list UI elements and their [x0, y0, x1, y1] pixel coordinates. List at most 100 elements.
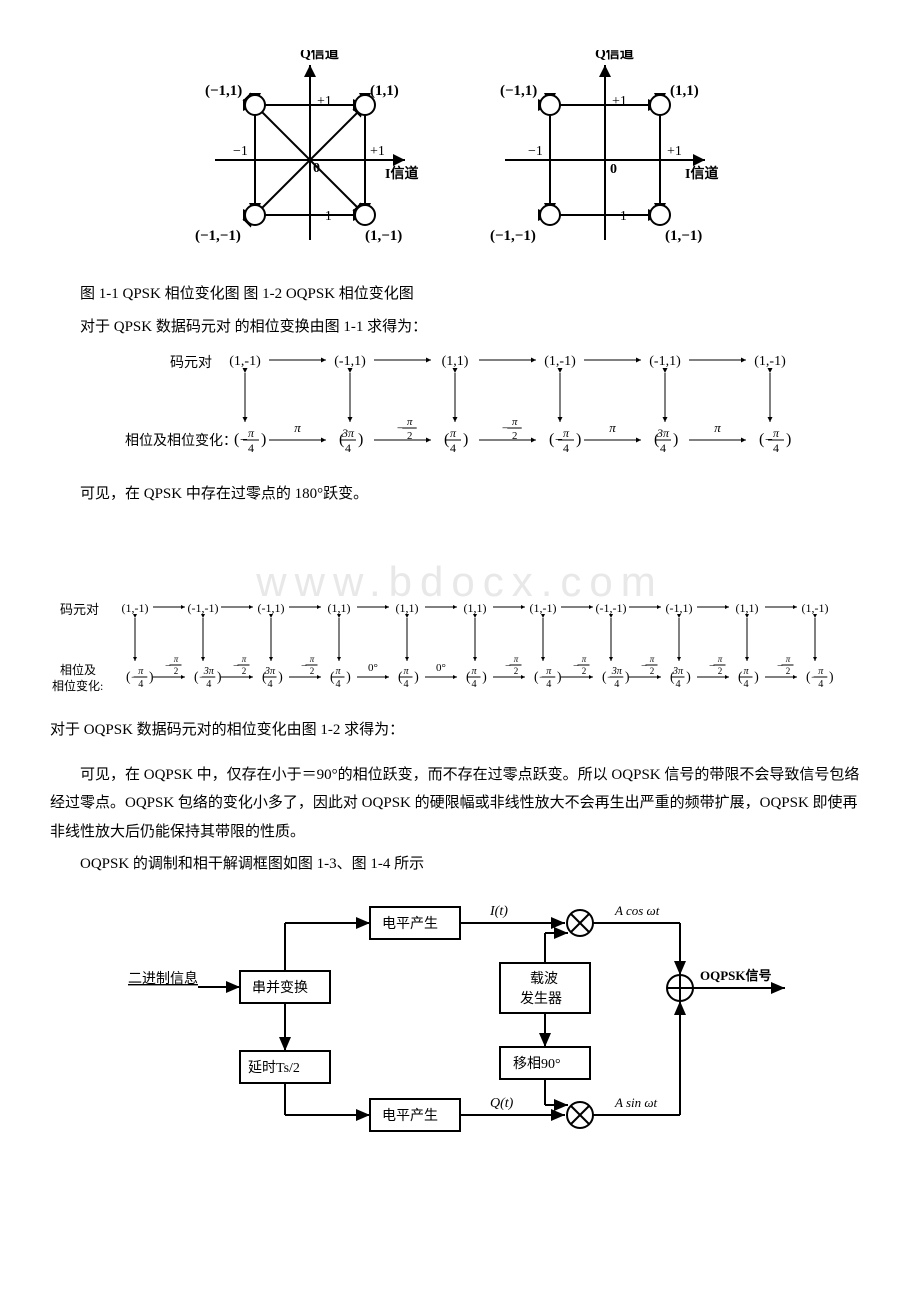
svg-text:(: (: [759, 431, 764, 448]
svg-text:+1: +1: [317, 94, 332, 109]
svg-text:2: 2: [650, 666, 655, 676]
svg-text:2: 2: [407, 430, 412, 442]
svg-text:+1: +1: [370, 144, 385, 159]
svg-text:2: 2: [310, 666, 315, 676]
svg-text:2: 2: [514, 666, 519, 676]
svg-text:π: π: [546, 666, 552, 677]
para-180: 可见，在 QPSK 中存在过零点的 180°跃变。: [50, 480, 870, 509]
svg-text:−: −: [505, 661, 511, 672]
qpsk-sequence: 码元对 相位及相位变化： (1,-1)(−π4)(-1,1)(3π4)π(1,1…: [50, 345, 870, 465]
svg-text:4: 4: [248, 441, 254, 455]
svg-text:): ): [278, 669, 283, 685]
svg-text:I(t): I(t): [489, 904, 508, 919]
svg-text:相位变化:: 相位变化:: [52, 678, 103, 693]
svg-text:(1,1): (1,1): [396, 601, 419, 615]
svg-text:串并变换: 串并变换: [252, 979, 308, 996]
svg-text:Q(t): Q(t): [490, 1096, 514, 1111]
svg-text:0°: 0°: [436, 662, 446, 674]
svg-text:π: π: [650, 654, 655, 664]
svg-text:−: −: [641, 661, 647, 672]
svg-text:): ): [217, 669, 222, 685]
svg-text:−1: −1: [528, 144, 543, 159]
svg-text:(-1,1): (-1,1): [649, 354, 681, 369]
svg-text:π: π: [471, 666, 477, 677]
svg-text:(: (: [549, 431, 554, 448]
svg-text:4: 4: [450, 441, 456, 455]
svg-text:(-1,-1): (-1,-1): [596, 601, 627, 615]
svg-text:4: 4: [563, 441, 569, 455]
svg-text:载波: 载波: [530, 971, 558, 987]
svg-text:π: π: [310, 654, 315, 664]
svg-text:−: −: [165, 661, 171, 672]
svg-text:−: −: [709, 661, 715, 672]
svg-text:+1: +1: [612, 94, 627, 109]
svg-text:2: 2: [174, 666, 179, 676]
svg-text:3π: 3π: [203, 666, 215, 677]
svg-text:3π: 3π: [672, 666, 684, 677]
svg-text:3π: 3π: [341, 426, 355, 440]
svg-text:4: 4: [818, 679, 823, 690]
svg-text:π: π: [294, 420, 301, 435]
svg-text:): ): [686, 669, 691, 685]
svg-text:π: π: [403, 666, 409, 677]
svg-text:4: 4: [471, 679, 476, 690]
svg-text:3π: 3π: [264, 666, 276, 677]
svg-text:2: 2: [582, 666, 587, 676]
svg-text:π: π: [582, 654, 587, 664]
constellation-figures: Q信道 I信道 (−1,1) (1,1) (−1,−1) (1,−1) +1 +…: [50, 50, 870, 260]
svg-text:(−1,−1): (−1,−1): [490, 228, 536, 244]
svg-text:(1,1): (1,1): [464, 601, 487, 615]
svg-text:4: 4: [335, 679, 340, 690]
svg-text:0: 0: [610, 162, 617, 177]
q-axis-label-r: Q信道: [595, 50, 634, 62]
svg-text:4: 4: [546, 679, 551, 690]
svg-text:−: −: [301, 661, 307, 672]
svg-text:(-1,1): (-1,1): [334, 354, 366, 369]
svg-text:OQPSK信号: OQPSK信号: [700, 968, 772, 983]
svg-text:): ): [358, 431, 363, 448]
svg-text:4: 4: [206, 679, 211, 690]
svg-text:−: −: [777, 661, 783, 672]
svg-text:4: 4: [345, 441, 351, 455]
svg-text:π: π: [514, 654, 519, 664]
svg-text:): ): [786, 431, 791, 448]
svg-text:(1,1): (1,1): [370, 83, 399, 99]
svg-text:4: 4: [138, 679, 143, 690]
svg-text:−: −: [233, 661, 239, 672]
svg-text:π: π: [248, 426, 255, 440]
svg-text:π: π: [563, 426, 570, 440]
svg-text:2: 2: [242, 666, 247, 676]
q-axis-label: Q信道: [300, 50, 339, 62]
svg-text:): ): [149, 669, 154, 685]
svg-text:3π: 3π: [656, 426, 670, 440]
svg-text:4: 4: [660, 441, 666, 455]
svg-text:(1,1): (1,1): [442, 354, 469, 369]
svg-text:π: π: [407, 416, 413, 428]
svg-text:相位及相位变化：: 相位及相位变化：: [125, 433, 237, 449]
para-conclusion: 可见，在 OQPSK 中，仅存在小于＝90°的相位跃变，而不存在过零点跃变。所以…: [50, 761, 870, 847]
svg-text:): ): [261, 431, 266, 448]
svg-text:): ): [673, 431, 678, 448]
svg-text:): ): [576, 431, 581, 448]
svg-text:4: 4: [403, 679, 408, 690]
svg-text:(1,1): (1,1): [670, 83, 699, 99]
svg-text:π: π: [786, 654, 791, 664]
svg-text:(1,−1): (1,−1): [665, 228, 702, 244]
svg-text:3π: 3π: [611, 666, 623, 677]
svg-text:(-1,1): (-1,1): [258, 601, 285, 615]
svg-text:+1: +1: [667, 144, 682, 159]
svg-text:(: (: [234, 431, 239, 448]
input-label: 二进制信息: [128, 970, 198, 987]
svg-text:2: 2: [512, 430, 517, 442]
svg-text:(1,1): (1,1): [328, 601, 351, 615]
oqpsk-constellation: Q信道 I信道 (−1,1) (1,1) (−1,−1) (1,−1) +1 +…: [475, 50, 735, 260]
svg-text:π: π: [609, 420, 616, 435]
modulator-block-diagram: 二进制信息 串并变换 电平产生 延时Ts/2 电平产生 I(t) A cos ω…: [120, 883, 800, 1143]
svg-text:π: π: [818, 666, 824, 677]
svg-text:延时Ts/2: 延时Ts/2: [248, 1060, 300, 1076]
svg-text:2: 2: [786, 666, 791, 676]
svg-text:π: π: [138, 666, 144, 677]
qpsk-constellation: Q信道 I信道 (−1,1) (1,1) (−1,−1) (1,−1) +1 +…: [185, 50, 435, 260]
svg-text:(1,-1): (1,-1): [544, 354, 576, 369]
svg-text:相位及: 相位及: [60, 662, 96, 677]
